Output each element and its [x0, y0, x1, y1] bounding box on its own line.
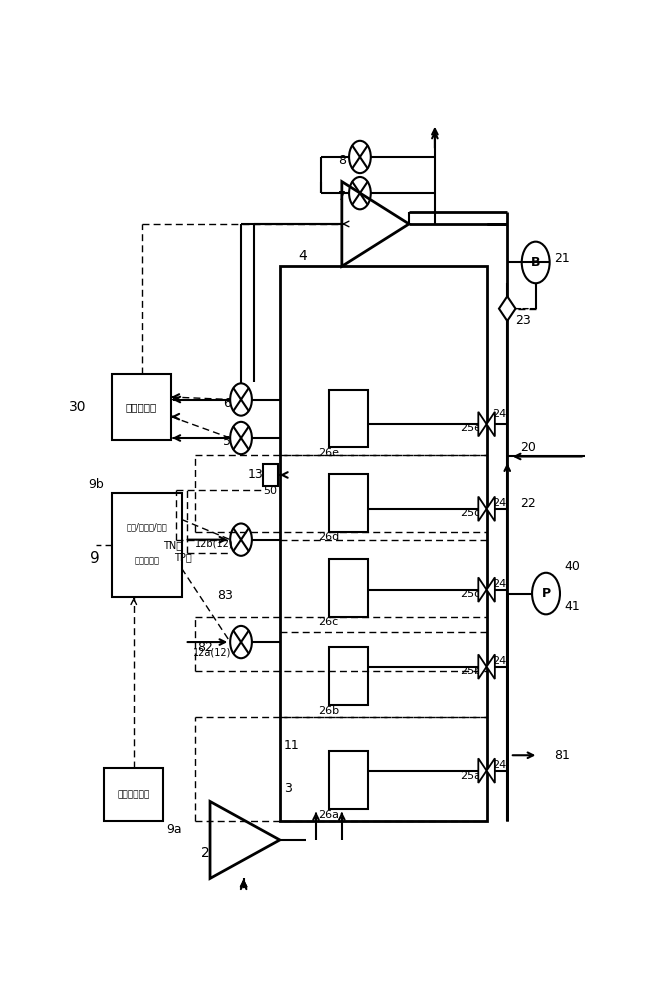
Text: TN计: TN计 — [163, 540, 183, 550]
Text: 41: 41 — [564, 600, 580, 613]
Text: 9a: 9a — [166, 823, 181, 836]
Text: 83: 83 — [217, 589, 233, 602]
Text: 12b(12): 12b(12) — [195, 538, 233, 548]
Text: 厌氧/微好氧/好氧: 厌氧/微好氧/好氧 — [126, 522, 167, 531]
Text: TP计: TP计 — [174, 552, 191, 562]
Bar — [104, 768, 163, 821]
Polygon shape — [499, 296, 516, 321]
Text: 26c: 26c — [319, 617, 339, 627]
Bar — [329, 559, 368, 617]
Text: 9: 9 — [89, 551, 99, 566]
Text: 25b: 25b — [460, 666, 481, 676]
Text: P: P — [542, 587, 550, 600]
Polygon shape — [487, 577, 495, 602]
Polygon shape — [478, 577, 487, 602]
Text: B: B — [531, 256, 540, 269]
Text: 26b: 26b — [319, 706, 340, 716]
Text: 40: 40 — [564, 560, 580, 573]
Text: 7: 7 — [338, 190, 346, 204]
Bar — [329, 751, 368, 809]
Bar — [280, 266, 487, 821]
Text: 4: 4 — [298, 249, 307, 263]
Text: 82: 82 — [197, 641, 213, 654]
Polygon shape — [487, 758, 495, 783]
Text: 21: 21 — [554, 252, 570, 265]
Text: 30: 30 — [69, 400, 86, 414]
Text: 81: 81 — [554, 749, 570, 762]
Text: 13: 13 — [247, 468, 263, 481]
Text: 6: 6 — [223, 397, 231, 410]
Text: 24: 24 — [492, 656, 506, 666]
Text: 2: 2 — [201, 846, 210, 860]
Polygon shape — [487, 412, 495, 436]
Polygon shape — [487, 654, 495, 679]
Text: 11: 11 — [284, 739, 299, 752]
Polygon shape — [487, 497, 495, 521]
Bar — [329, 647, 368, 705]
Bar — [329, 474, 368, 532]
Polygon shape — [478, 654, 487, 679]
Bar — [112, 374, 171, 440]
Text: 切换判定部: 切换判定部 — [134, 557, 159, 566]
Text: 8: 8 — [338, 154, 346, 167]
Text: 24: 24 — [492, 760, 506, 770]
Text: 25d: 25d — [460, 508, 481, 518]
Text: 3: 3 — [284, 782, 292, 795]
Text: 24: 24 — [492, 409, 506, 419]
Bar — [329, 390, 368, 447]
Text: 25e: 25e — [460, 423, 481, 433]
Text: 26d: 26d — [319, 532, 340, 542]
Text: 5: 5 — [223, 435, 231, 448]
Text: 22: 22 — [520, 497, 536, 510]
Text: 9b: 9b — [88, 478, 104, 491]
Text: 25c: 25c — [460, 589, 480, 599]
Text: 目标值设定器: 目标值设定器 — [117, 790, 150, 799]
Bar — [263, 464, 277, 486]
Text: 24: 24 — [492, 579, 506, 589]
Polygon shape — [478, 497, 487, 521]
Bar — [112, 493, 181, 597]
Polygon shape — [478, 412, 487, 436]
Text: 26e: 26e — [319, 448, 340, 458]
Text: 12a(12): 12a(12) — [193, 648, 231, 658]
Text: 50: 50 — [263, 486, 277, 496]
Text: 26a: 26a — [319, 810, 340, 820]
Text: 风量控制器: 风量控制器 — [126, 402, 157, 412]
Text: 24: 24 — [492, 498, 506, 508]
Polygon shape — [478, 758, 487, 783]
Text: 20: 20 — [520, 441, 536, 454]
Text: 23: 23 — [515, 314, 531, 327]
Text: 25a: 25a — [460, 771, 481, 781]
